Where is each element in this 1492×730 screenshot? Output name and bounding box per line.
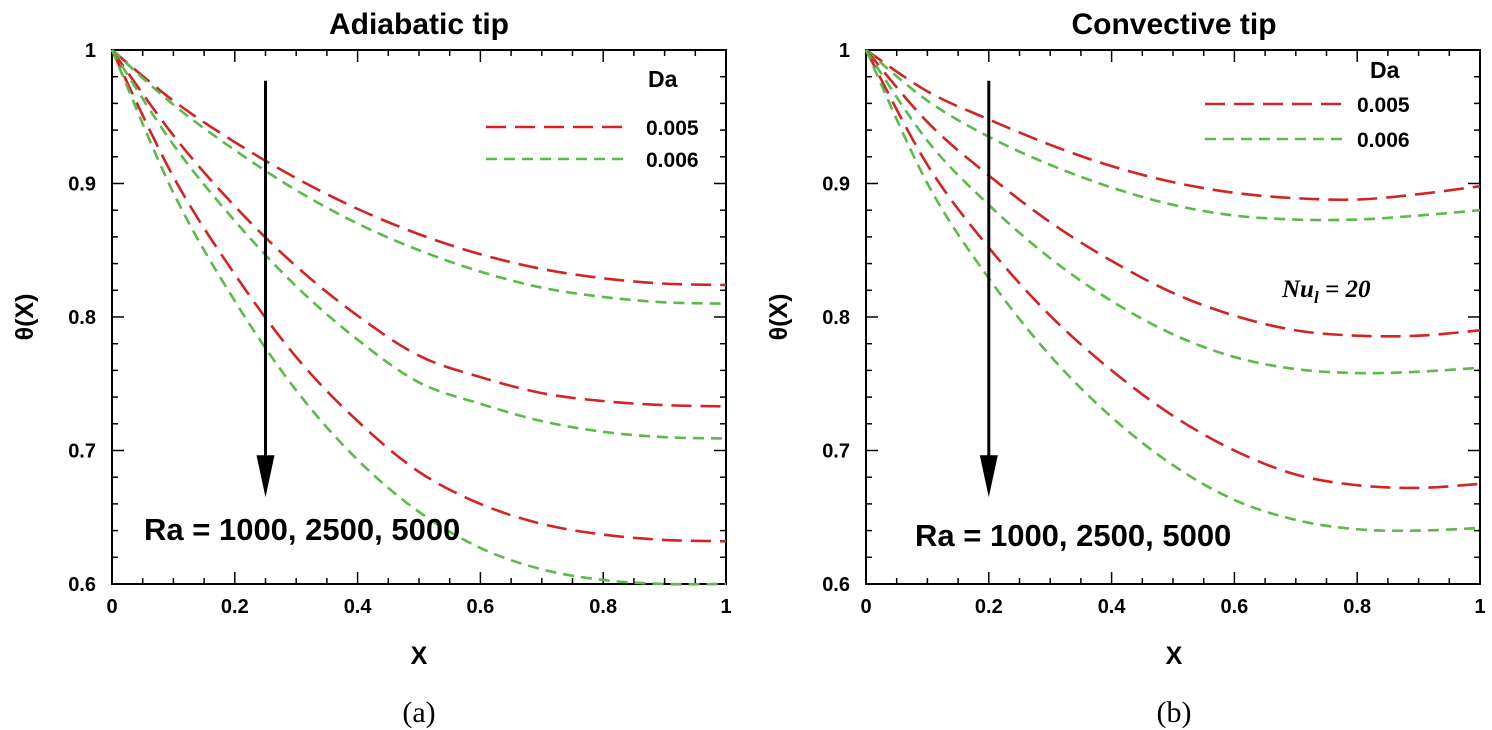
series-b-da-0005-ra-1000 (865, 48, 1481, 202)
ra-arrow-a (256, 80, 275, 498)
legend-label-a-1: 0.006 (646, 149, 699, 172)
legend-b: Da 0.005 0.006 (1205, 57, 1410, 152)
plot-frame-a (111, 49, 727, 585)
series-a-da-0005-ra-1000 (111, 48, 727, 287)
x-tick-label-a-0: 0 (106, 596, 117, 618)
x-tick-label-a-5: 1 (720, 596, 731, 618)
y-tick-label-a-4: 1 (85, 40, 96, 62)
nu-annotation-b: Nul = 20 (1281, 276, 1371, 307)
y-axis-label-a: θ(X) (11, 294, 39, 341)
series-b-da-0006-ra-2500 (864, 49, 1481, 375)
chart-title-a: Adiabatic tip (329, 8, 509, 41)
y-axis-label-b: θ(X) (765, 294, 793, 341)
x-tick-label-a-2: 0.4 (344, 596, 373, 618)
legend-label-b-1: 0.006 (1357, 129, 1410, 152)
x-tick-label-b-2: 0.4 (1098, 596, 1127, 618)
x-tick-labels-b: 0 0.2 0.4 0.6 0.8 1 (860, 596, 1485, 618)
y-tick-labels-a: 0.6 0.7 0.8 0.9 1 (68, 40, 96, 596)
x-tick-label-b-0: 0 (860, 596, 871, 618)
series-a-da-0006-ra-1000 (111, 49, 727, 305)
series-b-da-0006-ra-1000 (865, 48, 1481, 222)
ra-annotation-b: Ra = 1000, 2500, 5000 (915, 518, 1231, 553)
x-tick-label-b-1: 0.2 (975, 596, 1003, 618)
panel-a: Adiabatic tip X θ(X) 0 0.2 0.4 0.6 0.8 1 0.60… (11, 8, 732, 729)
legend-label-a-0: 0.005 (646, 117, 699, 140)
y-tick-label-b-3: 0.9 (822, 174, 850, 196)
series-a-da-0006-ra-5000 (110, 49, 727, 586)
x-tick-label-a-4: 0.8 (589, 596, 617, 618)
arrow-head-b (979, 455, 998, 498)
x-axis-label-a: X (411, 642, 428, 670)
x-tick-label-b-5: 1 (1474, 596, 1485, 618)
ra-arrow-b (979, 80, 998, 498)
series-a-da-0006-ra-2500 (110, 49, 727, 440)
series-b-da-0005-ra-5000 (864, 49, 1481, 490)
x-tick-label-a-1: 0.2 (221, 596, 249, 618)
y-tick-label-b-2: 0.8 (822, 307, 850, 329)
y-tick-label-a-1: 0.7 (68, 441, 96, 463)
caption-b: (b) (1157, 696, 1192, 729)
chart-title-b: Convective tip (1071, 8, 1276, 41)
panel-b: Convective tip X θ(X) 0 0.2 0.4 0.6 0.8 1 0.6… (765, 8, 1486, 729)
y-tick-labels-b: 0.6 0.7 0.8 0.9 1 (822, 40, 850, 596)
caption-a: (a) (402, 696, 435, 729)
y-tick-label-a-2: 0.8 (68, 307, 96, 329)
legend-title-a: Da (648, 66, 678, 92)
curves-b (864, 48, 1481, 533)
x-tick-labels-a: 0 0.2 0.4 0.6 0.8 1 (106, 596, 731, 618)
arrow-head-a (256, 455, 275, 498)
series-b-da-0005-ra-2500 (865, 49, 1481, 338)
ra-annotation-a: Ra = 1000, 2500, 5000 (144, 512, 460, 547)
legend-a: Da 0.005 0.006 (486, 66, 699, 172)
nu-main: Nu (1281, 276, 1314, 303)
x-tick-label-b-3: 0.6 (1220, 596, 1248, 618)
y-tick-label-b-4: 1 (839, 40, 850, 62)
y-tick-label-b-0: 0.6 (822, 574, 850, 596)
series-a-da-0005-ra-5000 (110, 49, 727, 543)
x-tick-label-a-3: 0.6 (466, 596, 494, 618)
ticks-a (111, 49, 727, 585)
series-b-da-0006-ra-5000 (864, 49, 1481, 533)
nu-rest: = 20 (1319, 276, 1371, 303)
y-tick-label-b-1: 0.7 (822, 441, 850, 463)
x-axis-label-b: X (1166, 642, 1183, 670)
y-tick-label-a-0: 0.6 (68, 574, 96, 596)
x-tick-label-b-4: 0.8 (1343, 596, 1371, 618)
curves-a (110, 48, 727, 586)
legend-label-b-0: 0.005 (1357, 94, 1410, 117)
y-tick-label-a-3: 0.9 (68, 174, 96, 196)
series-a-da-0005-ra-2500 (110, 49, 727, 408)
legend-title-b: Da (1370, 57, 1400, 83)
nu-subscript: l (1314, 288, 1319, 307)
